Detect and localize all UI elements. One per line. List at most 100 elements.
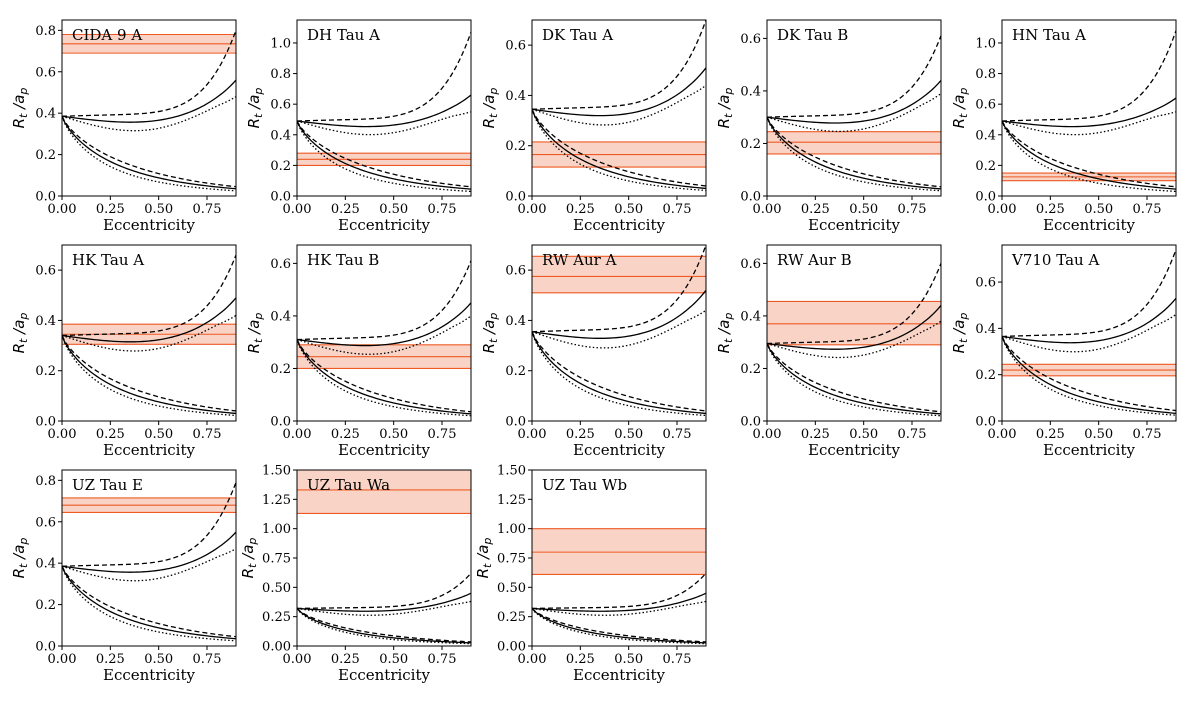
- y-tick-label: 0.6: [35, 264, 56, 279]
- x-axis-label: Eccentricity: [338, 441, 431, 459]
- lower-solid-curve: [62, 335, 236, 415]
- x-tick-label: 0.25: [801, 427, 830, 442]
- plot-area: [1002, 30, 1176, 193]
- upper-dashed-curve: [62, 254, 236, 337]
- plot-area: [532, 20, 706, 192]
- y-tick-label: 0.2: [35, 364, 56, 379]
- y-axis-label: Rt /ap: [480, 88, 500, 129]
- upper-dotted-curve: [62, 548, 236, 582]
- y-tick-label: 1.0: [270, 36, 291, 51]
- x-tick-label: 0.00: [48, 427, 77, 442]
- y-tick-label: 0.2: [975, 368, 996, 383]
- x-tick-label: 0.50: [614, 652, 643, 667]
- axes-frame: [61, 19, 237, 197]
- lower-solid-curve: [62, 566, 236, 640]
- uncertainty-band: [532, 528, 706, 575]
- plot-area: [297, 260, 471, 417]
- lower-solid-curve: [532, 331, 706, 415]
- panel-title: DH Tau A: [307, 26, 380, 44]
- upper-solid-curve: [532, 592, 706, 612]
- upper-dotted-curve: [1002, 313, 1176, 353]
- upper-dotted-curve: [297, 111, 471, 136]
- y-axis-label: Rt /ap: [10, 313, 30, 354]
- y-tick-label: 0.0: [35, 640, 56, 655]
- panel-title: RW Aur B: [777, 251, 852, 269]
- y-tick-label: 0.6: [270, 98, 291, 113]
- panel-title: UZ Tau Wb: [542, 476, 627, 494]
- lower-solid-curve: [767, 343, 941, 415]
- y-tick-label: 0.4: [505, 314, 526, 329]
- y-tick-label: 0.8: [35, 24, 56, 39]
- panel-hk-tau-a: 0.00 0.25 0.50 0.75 0.0 0.2 0.4 0.6 Eccentricity…: [10, 244, 237, 459]
- lower-dashed-curve: [62, 115, 236, 188]
- y-tick-label: 0.6: [975, 276, 996, 291]
- lower-solid-curve: [767, 116, 941, 190]
- uncertainty-band: [767, 301, 941, 345]
- y-tick-label: 0.75: [262, 552, 291, 567]
- y-tick-label: 0.2: [975, 159, 996, 174]
- lower-dashed-curve: [1002, 336, 1176, 412]
- upper-solid-curve: [1002, 297, 1176, 344]
- plot-area: [297, 470, 471, 645]
- x-tick-label: 0.75: [663, 652, 692, 667]
- lower-dashed-curve: [62, 335, 236, 412]
- panel-uz-tau-wa: 0.00 0.25 0.50 0.75 0.00 0.25 0.50 0.75 1.00 1.25…: [239, 464, 472, 684]
- upper-dashed-curve: [297, 572, 471, 610]
- x-tick-label: 0.25: [801, 202, 830, 217]
- y-tick-label: 0.4: [975, 128, 996, 143]
- y-tick-label: 0.0: [505, 190, 526, 205]
- panel-dk-tau-b: 0.00 0.25 0.50 0.75 0.0 0.2 0.4 0.6 Eccentricity…: [715, 19, 942, 234]
- y-tick-label: 0.25: [262, 610, 291, 625]
- panel-title: CIDA 9 A: [72, 26, 142, 44]
- plot-area: [532, 528, 706, 645]
- plot-area: [62, 482, 236, 642]
- x-tick-label: 0.75: [428, 202, 457, 217]
- y-tick-label: 0.4: [505, 89, 526, 104]
- lower-dotted-curve: [532, 109, 706, 192]
- plot-area: [532, 245, 706, 417]
- plot-area: [767, 263, 941, 417]
- panel-title: DK Tau B: [777, 26, 848, 44]
- y-tick-label: 0.0: [505, 415, 526, 430]
- y-tick-label: 0.4: [740, 309, 761, 324]
- x-tick-label: 0.25: [331, 427, 360, 442]
- x-tick-label: 0.75: [193, 427, 222, 442]
- y-tick-label: 0.6: [740, 32, 761, 47]
- y-tick-label: 0.0: [35, 190, 56, 205]
- x-tick-label: 0.00: [48, 652, 77, 667]
- x-tick-label: 0.75: [663, 202, 692, 217]
- panel-rw-aur-b: 0.00 0.25 0.50 0.75 0.0 0.2 0.4 0.6 Eccentricity…: [715, 244, 942, 459]
- upper-solid-curve: [62, 297, 236, 343]
- y-tick-label: 0.2: [740, 137, 761, 152]
- upper-dashed-curve: [62, 482, 236, 567]
- x-tick-label: 0.50: [1084, 427, 1113, 442]
- upper-solid-curve: [767, 304, 941, 350]
- lower-dotted-curve: [297, 339, 471, 417]
- lower-dotted-curve: [767, 343, 941, 417]
- x-tick-label: 0.00: [753, 427, 782, 442]
- upper-solid-curve: [1002, 97, 1176, 128]
- y-tick-label: 0.0: [270, 190, 291, 205]
- axes-frame: [531, 244, 707, 422]
- y-axis-label: Rt /ap: [715, 88, 735, 129]
- x-tick-label: 0.75: [663, 427, 692, 442]
- x-tick-label: 0.50: [1084, 202, 1113, 217]
- x-tick-label: 0.25: [96, 652, 125, 667]
- x-tick-label: 0.75: [1133, 427, 1162, 442]
- upper-solid-curve: [62, 531, 236, 573]
- y-tick-label: 0.2: [505, 364, 526, 379]
- y-tick-label: 0.0: [740, 190, 761, 205]
- plot-area: [62, 254, 236, 417]
- x-tick-label: 0.00: [48, 202, 77, 217]
- x-axis-label: Eccentricity: [808, 441, 901, 459]
- lower-dotted-curve: [532, 331, 706, 417]
- y-tick-label: 0.2: [740, 362, 761, 377]
- upper-dashed-curve: [1002, 249, 1176, 338]
- x-tick-label: 0.25: [96, 427, 125, 442]
- upper-dashed-curve: [297, 32, 471, 122]
- x-tick-label: 0.00: [283, 427, 312, 442]
- y-tick-label: 0.4: [270, 128, 291, 143]
- plot-area: [767, 35, 941, 192]
- y-tick-label: 0.6: [975, 98, 996, 113]
- panel-title: UZ Tau Wa: [307, 476, 390, 494]
